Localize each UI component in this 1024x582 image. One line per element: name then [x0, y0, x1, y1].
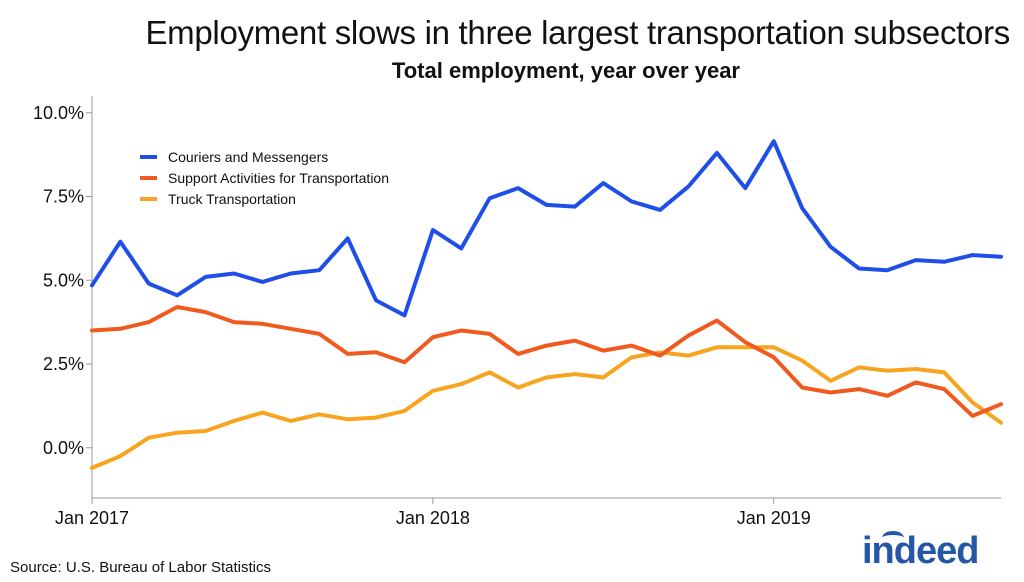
- legend-label: Couriers and Messengers: [168, 149, 328, 165]
- legend: Couriers and Messengers Support Activitie…: [140, 149, 389, 207]
- series-line-support-activities-for-transportation: [90, 305, 1003, 418]
- x-tick-label: Jan 2019: [737, 508, 811, 528]
- series-lines: [90, 139, 1003, 470]
- indeed-logo: indeed: [862, 530, 979, 573]
- series-line-truck-transportation: [90, 345, 1003, 470]
- x-tick-label: Jan 2017: [55, 508, 129, 528]
- y-tick-label: 0.0%: [43, 438, 84, 458]
- legend-label: Support Activities for Transportation: [168, 170, 389, 186]
- x-tick-label: Jan 2018: [396, 508, 470, 528]
- source-note: Source: U.S. Bureau of Labor Statistics: [10, 559, 271, 576]
- logo-arc-icon: [882, 531, 904, 545]
- y-tick-label: 5.0%: [43, 270, 84, 290]
- chart-title: Employment slows in three largest transp…: [145, 14, 1010, 51]
- logo-text: indeed: [862, 530, 979, 572]
- y-tick-label: 2.5%: [43, 354, 84, 374]
- legend-label: Truck Transportation: [168, 191, 296, 207]
- y-tick-label: 10.0%: [33, 103, 84, 123]
- chart-subtitle: Total employment, year over year: [391, 58, 740, 83]
- series-line-couriers-and-messengers: [90, 139, 1003, 318]
- y-tick-label: 7.5%: [43, 187, 84, 207]
- axes: 0.0% 2.5% 5.0% 7.5% 10.0% Jan 2017 Jan 2018 Jan…: [33, 96, 1001, 528]
